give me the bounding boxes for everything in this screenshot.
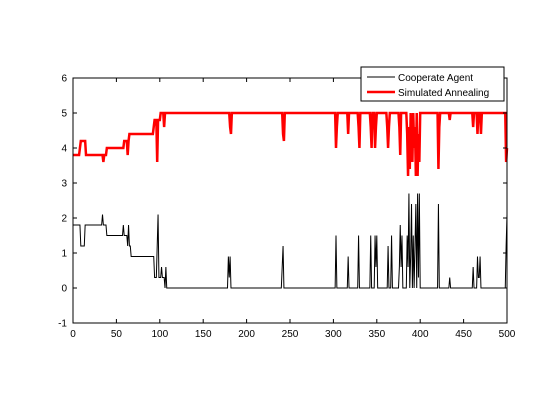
- legend-box: [360, 66, 505, 102]
- x-tick-label: 350: [368, 329, 385, 340]
- x-tick-label: 0: [70, 329, 76, 340]
- legend: Cooperate Agent Simulated Annealing: [360, 66, 505, 102]
- series-layer: [73, 111, 509, 289]
- series-line-cooperate-agent: [73, 193, 508, 289]
- x-tick-label: 500: [499, 329, 516, 340]
- x-tick-label: 50: [111, 329, 123, 340]
- series-line-simulated-annealing: [73, 111, 509, 177]
- y-tick-label: 0: [61, 284, 67, 295]
- legend-label-cooperate-agent: Cooperate Agent: [398, 73, 473, 84]
- x-tick-label: 450: [455, 329, 472, 340]
- y-tick-label: 6: [61, 74, 67, 85]
- y-tick-label: 5: [61, 109, 67, 120]
- y-tick-label: 4: [61, 144, 67, 155]
- x-tick-label: 150: [195, 329, 212, 340]
- x-tick-label: 100: [151, 329, 168, 340]
- x-tick-label: 200: [238, 329, 255, 340]
- y-tick-label: 1: [61, 249, 67, 260]
- y-tick-label: 3: [61, 179, 67, 190]
- x-tick-label: 250: [282, 329, 299, 340]
- y-tick-label: 2: [61, 214, 67, 225]
- y-tick-label: -1: [58, 319, 67, 330]
- x-tick-label: 400: [412, 329, 429, 340]
- legend-label-simulated-annealing: Simulated Annealing: [398, 88, 489, 99]
- plot-area: [73, 78, 507, 323]
- x-tick-label: 300: [325, 329, 342, 340]
